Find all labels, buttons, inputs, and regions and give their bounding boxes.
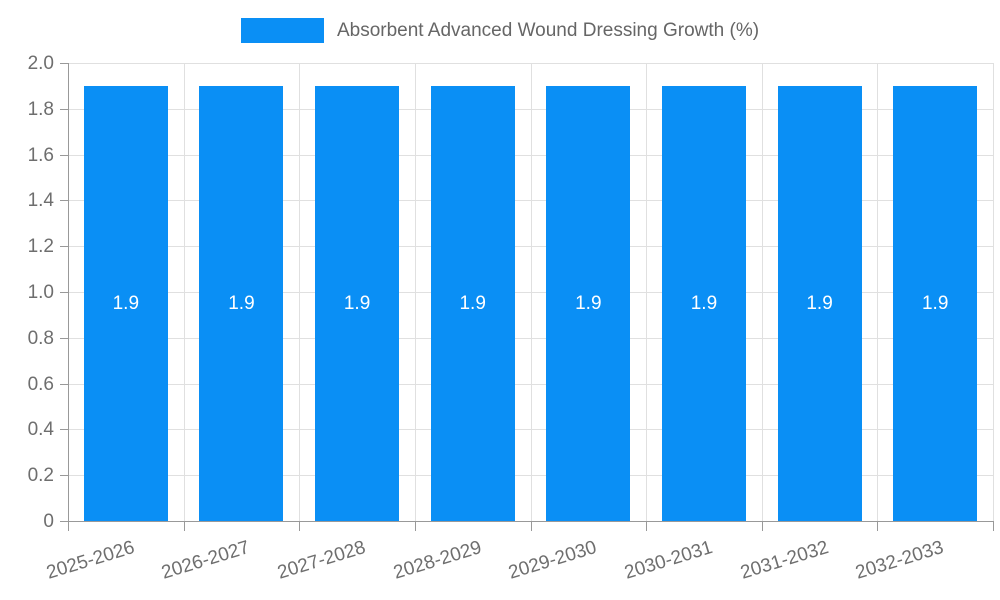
bar-value-label: 1.9 <box>806 293 833 315</box>
gridline <box>530 63 532 521</box>
x-axis-tick <box>993 521 994 531</box>
y-axis-tick <box>60 154 68 156</box>
bar-value-label: 1.9 <box>690 293 718 315</box>
y-tick-label: 1.2 <box>27 236 54 258</box>
bar-value-label: 1.9 <box>228 293 255 315</box>
x-axis-line <box>68 521 993 522</box>
y-axis-tick <box>60 63 68 64</box>
y-tick-label: 0 <box>43 511 54 532</box>
x-axis-tick <box>414 521 416 531</box>
x-axis-tick <box>646 521 648 531</box>
x-axis-tick <box>877 521 879 531</box>
bar[interactable] <box>777 85 862 521</box>
legend: Absorbent Advanced Wound Dressing Growth… <box>0 17 1000 43</box>
y-tick-label: 1.6 <box>27 144 54 166</box>
y-axis-tick <box>60 292 68 293</box>
bar-value-label: 1.9 <box>112 293 140 315</box>
gridline <box>761 63 763 521</box>
bar-value-label: 1.9 <box>921 293 949 315</box>
bar[interactable] <box>315 85 400 521</box>
bar[interactable] <box>893 85 978 521</box>
legend-item[interactable]: Absorbent Advanced Wound Dressing Growth… <box>240 17 760 43</box>
gridline <box>299 63 301 521</box>
y-axis-line <box>68 63 69 521</box>
y-axis-tick <box>60 383 68 385</box>
gridline <box>183 63 185 521</box>
bar[interactable] <box>199 85 284 521</box>
bar[interactable] <box>661 85 746 521</box>
y-tick-label: 0.2 <box>27 465 54 487</box>
gridline <box>993 63 994 521</box>
y-tick-label: 2.0 <box>27 53 54 74</box>
x-axis-tick <box>183 521 185 531</box>
gridline <box>877 63 879 521</box>
gridline <box>646 63 648 521</box>
y-axis-tick <box>60 246 68 248</box>
y-tick-label: 0.6 <box>27 373 54 395</box>
bar[interactable] <box>546 85 631 521</box>
legend-swatch-icon <box>240 17 324 43</box>
y-axis-tick <box>60 429 68 431</box>
bar[interactable] <box>430 85 515 521</box>
bar-value-label: 1.9 <box>343 293 371 315</box>
y-tick-label: 1.0 <box>27 282 54 303</box>
gridline <box>414 63 416 521</box>
x-axis-tick <box>761 521 763 531</box>
y-axis-tick <box>60 337 68 339</box>
y-tick-label: 0.4 <box>27 419 54 441</box>
bar[interactable] <box>83 85 168 521</box>
legend-label: Absorbent Advanced Wound Dressing Growth… <box>336 19 760 41</box>
x-axis-tick <box>530 521 532 531</box>
y-tick-label: 1.4 <box>27 190 54 212</box>
x-axis-tick <box>299 521 301 531</box>
y-axis-tick <box>60 108 68 110</box>
bar-value-label: 1.9 <box>575 293 602 315</box>
y-tick-label: 0.8 <box>27 327 54 349</box>
y-tick-label: 1.8 <box>27 98 54 120</box>
y-axis-tick <box>60 475 68 477</box>
y-axis-tick <box>60 521 68 522</box>
x-axis-tick <box>68 521 69 531</box>
bar-value-label: 1.9 <box>459 293 486 315</box>
y-axis-tick <box>60 200 68 202</box>
